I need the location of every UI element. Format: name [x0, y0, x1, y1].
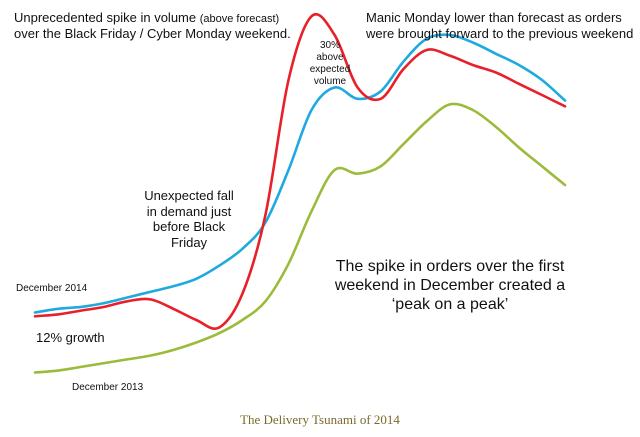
fall-annotation-line3: before Black	[152, 219, 226, 235]
peak-on-peak-annotation: The spike in orders over the first weeke…	[300, 257, 600, 315]
spike-annotation: Unprecedented spike in volume (above for…	[14, 10, 291, 42]
spike-annotation-main: Unprecedented spike in volume	[14, 10, 197, 25]
manic-annotation-line1: Manic Monday lower than forecast as orde…	[366, 10, 622, 25]
above-annotation-line1: 30%	[319, 40, 340, 51]
december-2013-label: December 2013	[72, 382, 144, 393]
manic-annotation-line2: were brought forward to the previous wee…	[366, 25, 634, 41]
december-2014-label: December 2014	[16, 283, 88, 294]
manic-monday-annotation: Manic Monday lower than forecast as orde…	[366, 10, 633, 41]
chart-caption: The Delivery Tsunami of 2014	[240, 412, 400, 427]
above-annotation-line4: volume	[313, 76, 347, 87]
growth-label: 12% growth	[36, 330, 105, 345]
series-line-forecast	[33, 33, 567, 314]
spike-annotation-small: (above forecast)	[199, 13, 280, 25]
peak-annotation-line2: weekend in December created a	[334, 277, 566, 295]
series-line-december-2014	[33, 13, 567, 330]
above-annotation-line2: above	[316, 52, 344, 63]
unexpected-fall-annotation: Unexpected fall in demand just before Bl…	[134, 188, 244, 250]
fall-annotation-line4: Friday	[170, 234, 208, 250]
spike-annotation-line2: over the Black Friday / Cyber Monday wee…	[14, 26, 291, 42]
fall-annotation-line1: Unexpected fall	[144, 188, 234, 203]
series-line-december-2013	[33, 102, 567, 374]
fall-annotation-line2: in demand just	[146, 203, 232, 219]
peak-annotation-line3: ‘peak on a peak’	[391, 296, 509, 314]
above-annotation-line3: expected	[309, 64, 351, 75]
above-expected-annotation: 30% above expected volume	[300, 40, 360, 88]
peak-annotation-line1: The spike in orders over the first	[335, 258, 565, 275]
